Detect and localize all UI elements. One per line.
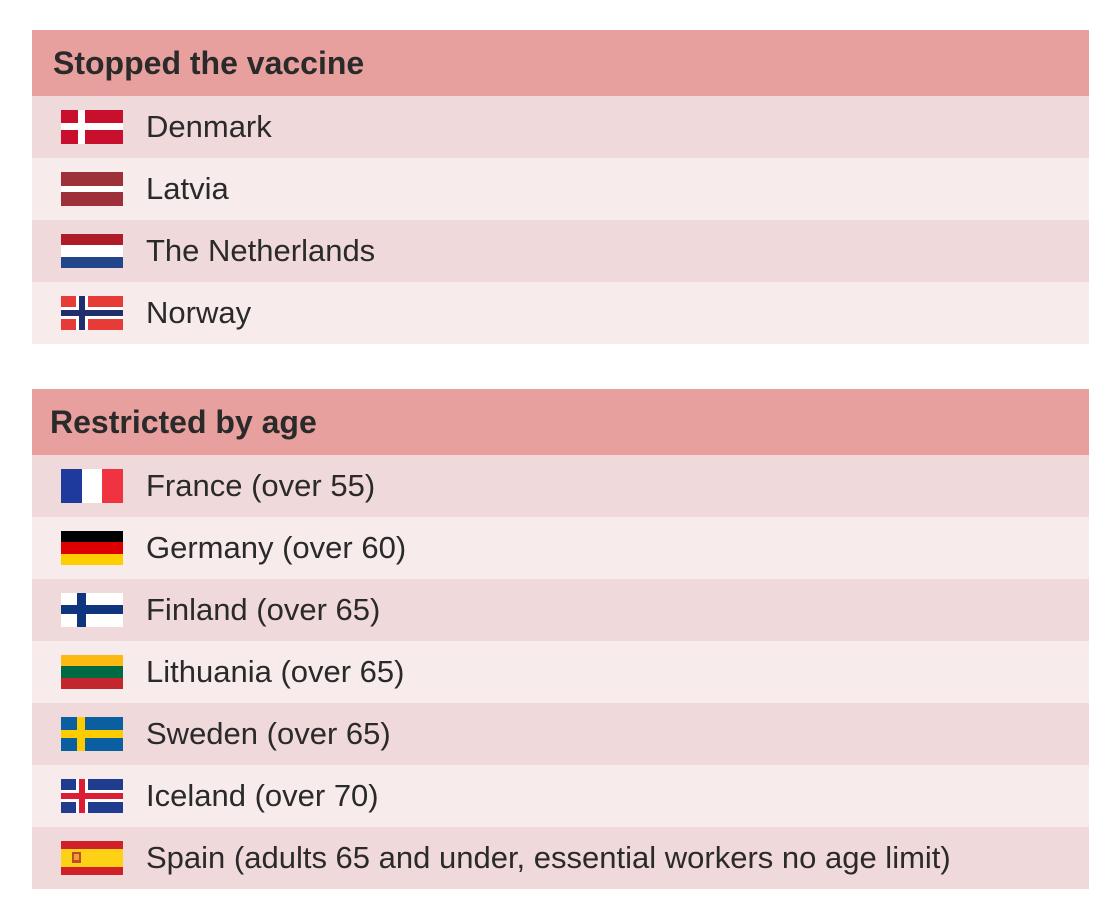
row: Spain (adults 65 and under, essential wo… bbox=[32, 827, 1089, 889]
flag bbox=[61, 110, 123, 144]
section: Stopped the vaccine Denmark Latvia The N… bbox=[32, 30, 1089, 344]
row: Finland (over 65) bbox=[32, 579, 1089, 641]
row: The Netherlands bbox=[32, 220, 1089, 282]
country: Norway bbox=[146, 295, 252, 330]
flag-part bbox=[61, 186, 123, 192]
country: France (over 55) bbox=[146, 468, 376, 503]
flag-part bbox=[61, 245, 123, 257]
flag bbox=[61, 655, 123, 689]
row: Denmark bbox=[32, 96, 1089, 158]
country: Spain (adults 65 and under, essential wo… bbox=[146, 840, 951, 875]
country: Latvia bbox=[146, 171, 229, 206]
flag-part bbox=[102, 469, 123, 503]
flag-part bbox=[61, 678, 123, 689]
flag bbox=[61, 779, 123, 813]
section-title: Restricted by age bbox=[32, 389, 1089, 455]
country: Sweden (over 65) bbox=[146, 716, 391, 751]
country: Lithuania (over 65) bbox=[146, 654, 405, 689]
section: Restricted by age France (over 55) Germa… bbox=[32, 389, 1089, 889]
flag-part bbox=[82, 469, 102, 503]
flag-part bbox=[61, 469, 82, 503]
flag-part bbox=[61, 257, 123, 268]
flag bbox=[61, 531, 123, 565]
flag-part bbox=[61, 123, 123, 130]
row: France (over 55) bbox=[32, 455, 1089, 517]
flag-part bbox=[61, 531, 123, 543]
flag-part bbox=[61, 234, 123, 246]
flag-part bbox=[61, 605, 123, 614]
flag-part bbox=[61, 554, 123, 565]
section-title: Stopped the vaccine bbox=[32, 30, 1089, 96]
flag bbox=[61, 296, 123, 330]
row: Sweden (over 65) bbox=[32, 703, 1089, 765]
flag bbox=[61, 841, 123, 875]
flag-part bbox=[61, 666, 123, 678]
country: Denmark bbox=[146, 109, 272, 144]
flag-part bbox=[61, 849, 123, 867]
row: Norway bbox=[32, 282, 1089, 344]
flag-part bbox=[61, 542, 123, 554]
flag bbox=[61, 593, 123, 627]
flag bbox=[61, 717, 123, 751]
country: Iceland (over 70) bbox=[146, 778, 379, 813]
country: The Netherlands bbox=[146, 233, 376, 268]
row: Iceland (over 70) bbox=[32, 765, 1089, 827]
flag bbox=[61, 469, 123, 503]
flag bbox=[61, 172, 123, 206]
row: Lithuania (over 65) bbox=[32, 641, 1089, 703]
country: Finland (over 65) bbox=[146, 592, 381, 627]
row: Germany (over 60) bbox=[32, 517, 1089, 579]
country: Germany (over 60) bbox=[146, 530, 407, 565]
flag-part bbox=[61, 793, 123, 799]
flag bbox=[61, 234, 123, 268]
flag-part bbox=[61, 730, 123, 738]
flag-part bbox=[61, 310, 123, 316]
flag-part bbox=[74, 854, 79, 860]
flag-part bbox=[61, 655, 123, 667]
row: Latvia bbox=[32, 158, 1089, 220]
